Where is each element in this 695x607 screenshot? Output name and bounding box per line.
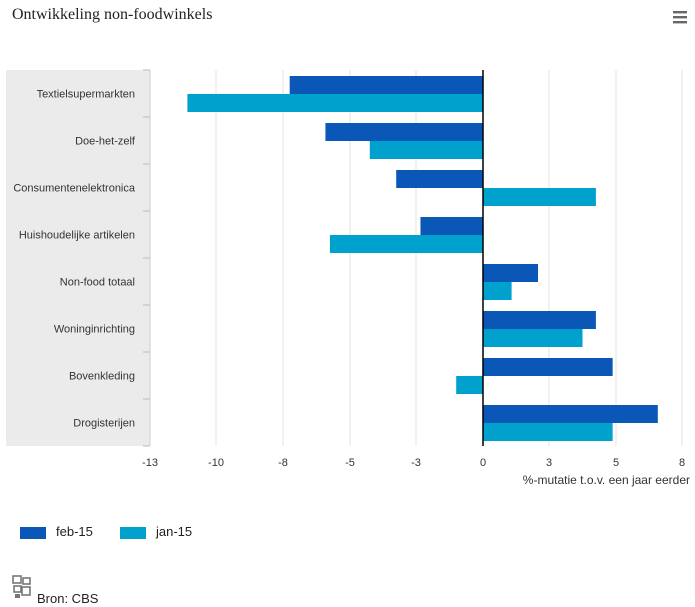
x-tick-label: -10 (208, 457, 224, 469)
category-label-band (6, 70, 150, 446)
category-label: Non-food totaal (60, 277, 135, 289)
bar-chart: Textielsupermarkten Doe-het-zelf Consument… (6, 69, 690, 487)
category-label: Bovenkleding (69, 371, 135, 383)
bar (483, 311, 596, 329)
bar (483, 188, 596, 206)
legend-label-feb-15: feb-15 (56, 524, 93, 539)
category-label: Drogisterijen (73, 418, 135, 430)
x-tick-label: 0 (480, 457, 486, 469)
x-tick-label: 3 (546, 457, 552, 469)
bar (483, 329, 583, 347)
legend-label-jan-15: jan-15 (156, 524, 193, 539)
x-tick-label: -13 (142, 457, 158, 469)
hamburger-menu-icon[interactable] (671, 8, 689, 26)
bar (483, 423, 613, 441)
bar (289, 76, 483, 94)
source-text: Bron: CBS (37, 591, 99, 606)
x-tick-label: 5 (613, 457, 619, 469)
bar (329, 235, 483, 253)
bar (396, 170, 483, 188)
bar (187, 94, 483, 112)
legend-swatch-jan-15 (120, 527, 146, 539)
x-tick-label: 8 (679, 457, 685, 469)
bar (483, 282, 512, 300)
cbs-logo-icon (11, 575, 33, 599)
x-tick-label: -8 (278, 457, 288, 469)
bar (420, 217, 483, 235)
chart-title: Ontwikkeling non-foodwinkels (12, 6, 213, 23)
x-tick-label: -3 (411, 457, 421, 469)
bar (483, 358, 613, 376)
category-label: Doe-het-zelf (75, 136, 136, 148)
bar (369, 141, 483, 159)
category-label: Textielsupermarkten (37, 89, 135, 101)
bar (483, 405, 658, 423)
x-tick-label: -5 (345, 457, 355, 469)
bar (456, 376, 483, 394)
category-label: Huishoudelijke artikelen (19, 230, 135, 242)
category-label: Woninginrichting (54, 324, 135, 336)
bar (325, 123, 483, 141)
category-label: Consumentenelektronica (13, 183, 136, 195)
legend-swatch-feb-15 (20, 527, 46, 539)
x-axis-title: %-mutatie t.o.v. een jaar eerder (523, 473, 690, 487)
bar (483, 264, 538, 282)
